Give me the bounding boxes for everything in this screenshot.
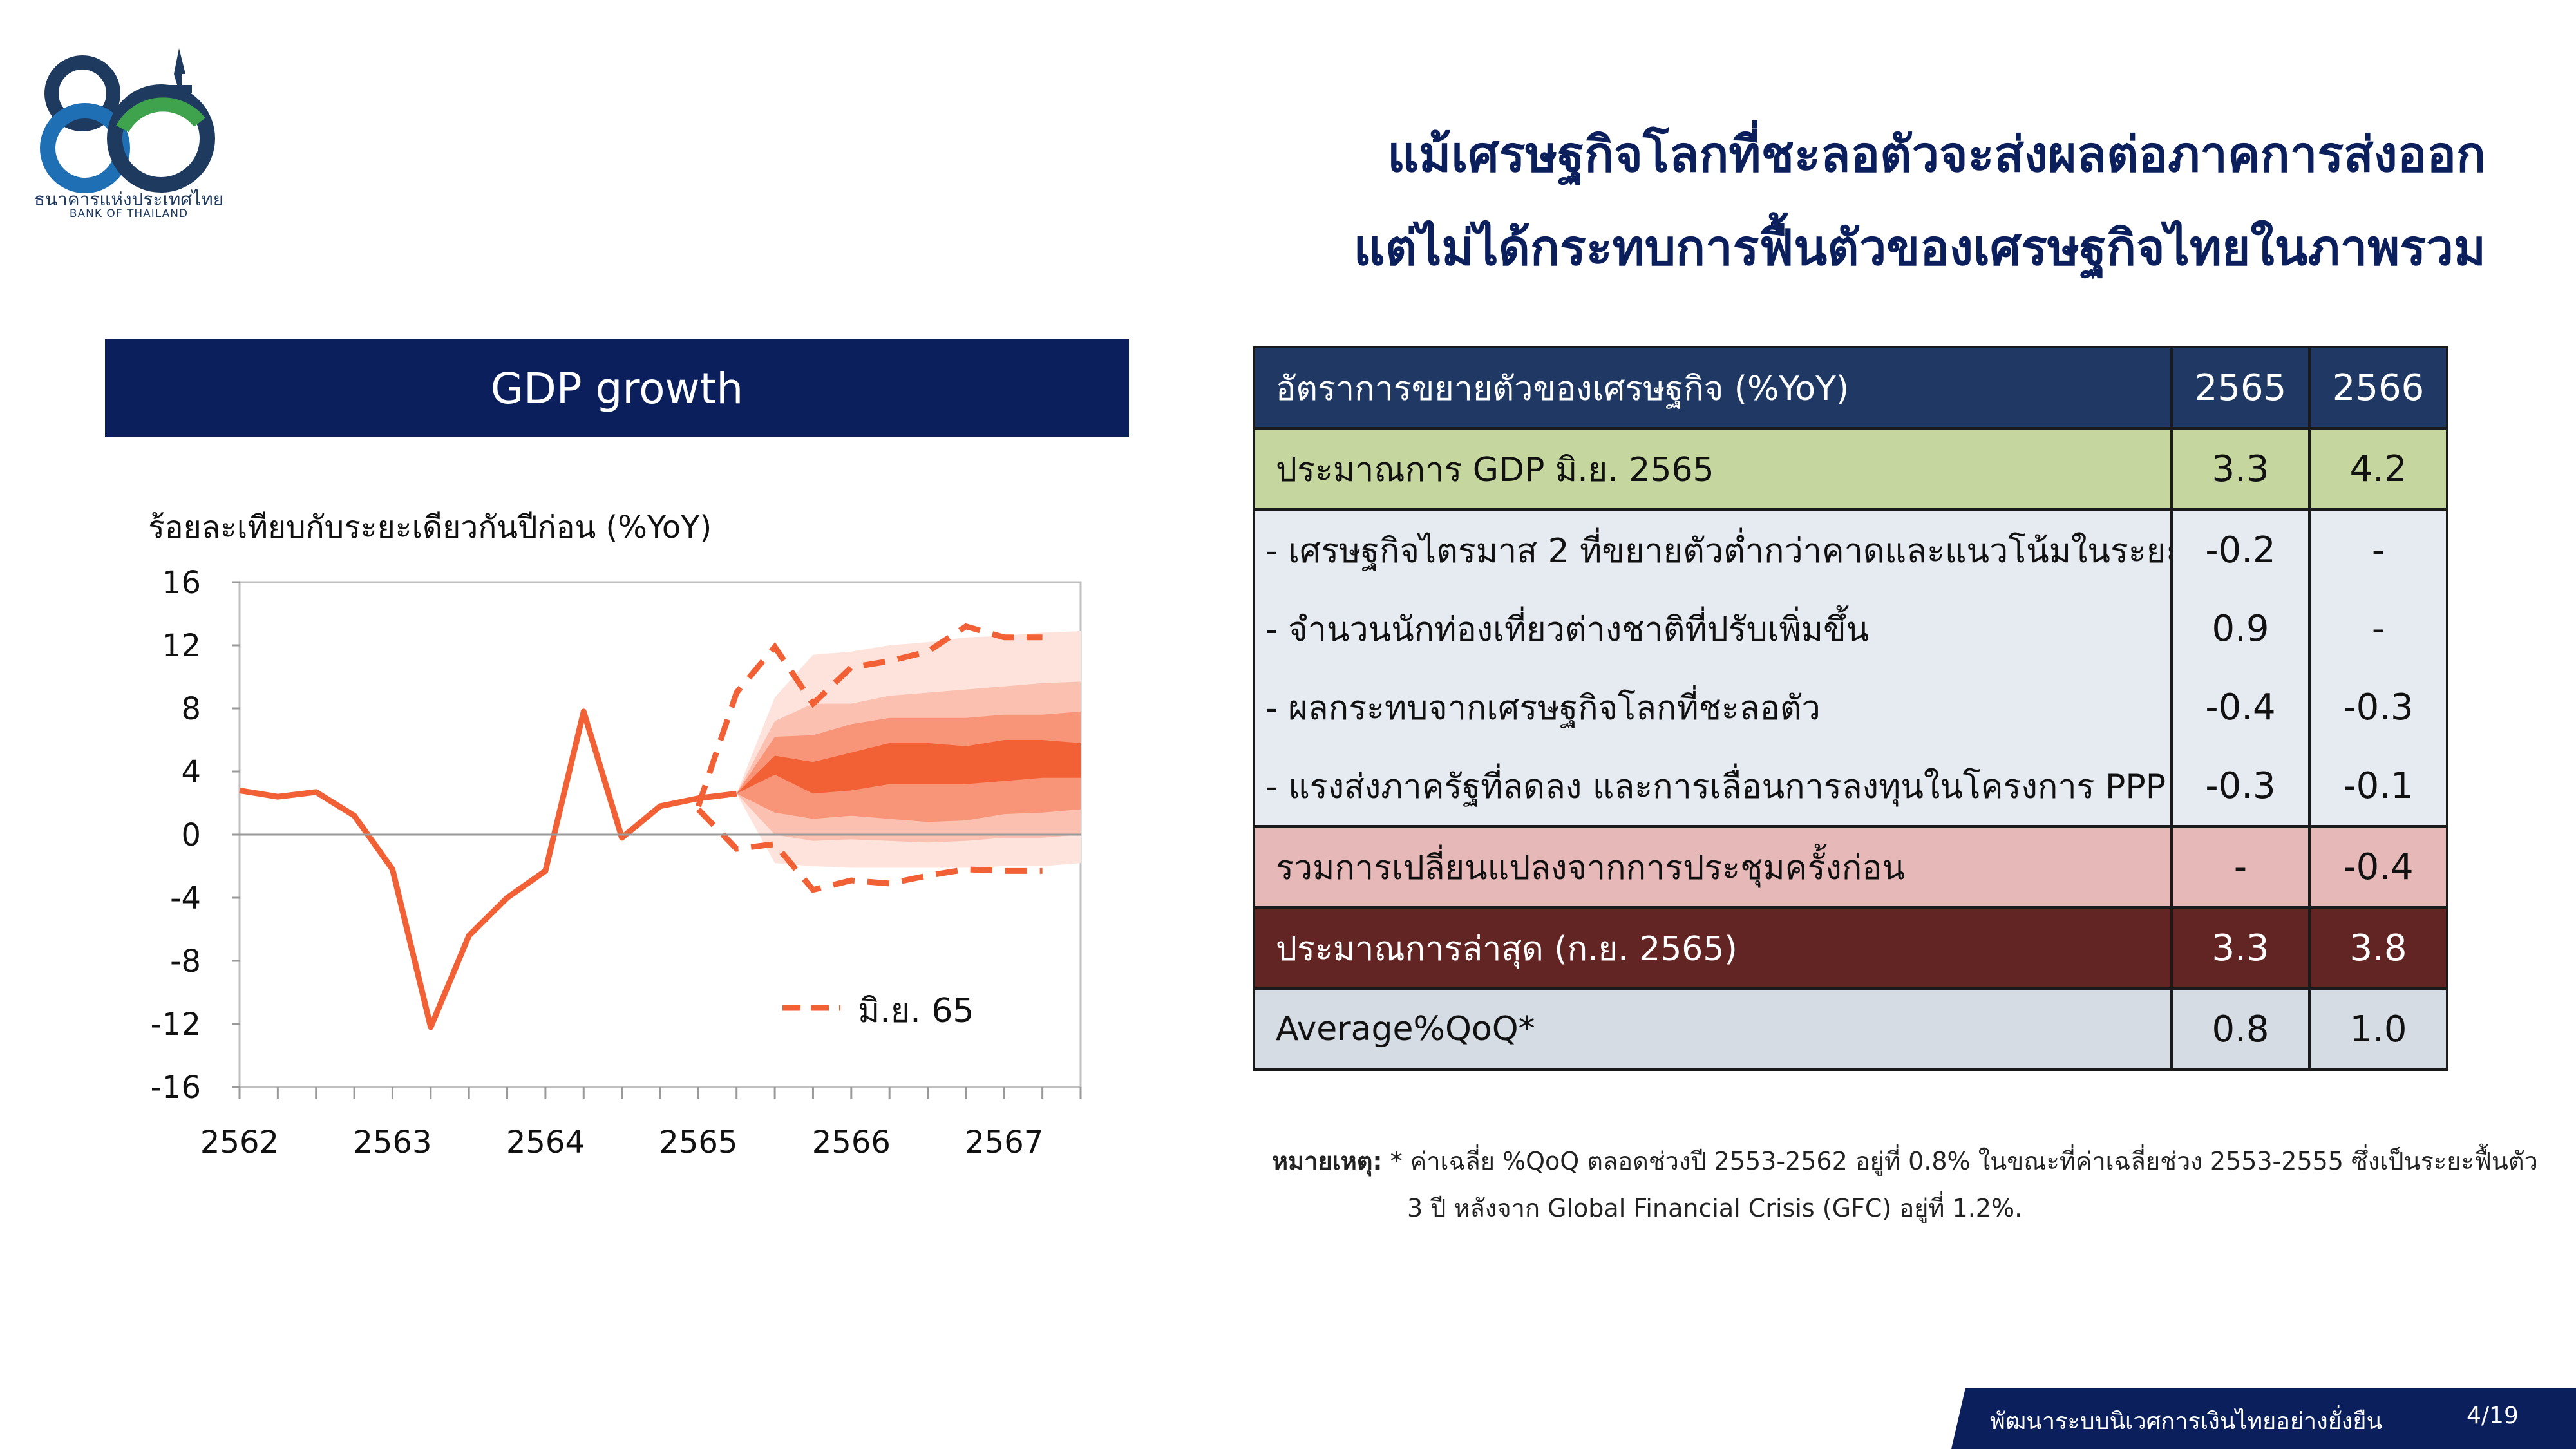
row-value-2565: 0.9 — [2170, 589, 2311, 668]
row-label: รวมการเปลี่ยนแปลงจากการประชุมครั้งก่อน — [1253, 825, 2173, 909]
table-header-year-2565: 2565 — [2170, 346, 2311, 430]
row-label: ประมาณการ GDP มิ.ย. 2565 — [1253, 427, 2173, 511]
table-row: - แรงส่งภาครัฐที่ลดลง และการเลื่อนการลงท… — [1253, 746, 2448, 826]
row-label: - จำนวนนักท่องเที่ยวต่างชาติที่ปรับเพิ่ม… — [1253, 589, 2173, 668]
fan-band-4 — [736, 740, 1081, 794]
x-tick-label: 2564 — [506, 1124, 585, 1160]
footer-slogan: พัฒนาระบบนิเวศการเงินไทยอย่างยั่งยืน — [1990, 1408, 2383, 1435]
footnote-text-1: * ค่าเฉลี่ย %QoQ ตลอดช่วงปี 2553-2562 อย… — [1382, 1147, 2538, 1175]
legend-label: มิ.ย. 65 — [858, 992, 974, 1030]
table-header-label: อัตราการขยายตัวของเศรษฐกิจ (%YoY) — [1253, 346, 2173, 430]
y-tick-label: 12 — [162, 628, 201, 664]
table-row: - เศรษฐกิจไตรมาส 2 ที่ขยายตัวต่ำกว่าคาดแ… — [1253, 509, 2448, 589]
row-value-2565: 3.3 — [2170, 427, 2311, 511]
logo-name-en: BANK OF THAILAND — [69, 207, 189, 220]
y-tick-label: 0 — [181, 817, 201, 853]
y-tick-label: -4 — [170, 880, 201, 916]
gdp-growth-chart: ร้อยละเทียบกับระยะเดียวกันปีก่อน (%YoY) … — [148, 509, 1082, 1160]
x-tick-label: 2566 — [812, 1124, 891, 1160]
y-tick-label: 16 — [162, 565, 201, 601]
series-line-jun65-upper — [696, 623, 1043, 808]
table-row: - จำนวนนักท่องเที่ยวต่างชาติที่ปรับเพิ่ม… — [1253, 589, 2448, 668]
row-label: - เศรษฐกิจไตรมาส 2 ที่ขยายตัวต่ำกว่าคาดแ… — [1253, 509, 2173, 589]
footer-bar — [1951, 1388, 2576, 1449]
series-line-actual — [239, 708, 737, 1030]
row-value-2565: 0.8 — [2170, 987, 2311, 1071]
y-tick-label: 4 — [181, 754, 201, 790]
headline-line-1: แม้เศรษฐกิจโลกที่ชะลอตัวจะส่งผลต่อภาคการ… — [1387, 126, 2486, 183]
chart-panel-header: GDP growth — [105, 339, 1129, 437]
footnote-line-1: หมายเหตุ: * ค่าเฉลี่ย %QoQ ตลอดช่วงปี 25… — [1272, 1141, 2538, 1180]
row-label: ประมาณการล่าสุด (ก.ย. 2565) — [1253, 906, 2173, 990]
series-line-jun65-lower — [696, 807, 1043, 893]
row-value-2565: -0.3 — [2170, 746, 2311, 826]
row-label: - ผลกระทบจากเศรษฐกิจโลกที่ชะลอตัว — [1253, 668, 2173, 746]
headline-line-2: แต่ไม่ได้กระทบการฟื้นตัวของเศรษฐกิจไทยใน… — [1353, 219, 2486, 276]
bot-80th-anniversary-logo — [40, 48, 215, 193]
row-value-2565: 3.3 — [2170, 906, 2311, 990]
chart-y-axis-label: ร้อยละเทียบกับระยะเดียวกันปีก่อน (%YoY) — [148, 509, 712, 545]
table-header-row: อัตราการขยายตัวของเศรษฐกิจ (%YoY) 2565 2… — [1253, 346, 2448, 430]
y-tick-label: 8 — [181, 691, 201, 727]
y-tick-label: -16 — [151, 1070, 201, 1106]
x-tick-label: 2565 — [659, 1124, 737, 1160]
page-number: 4/19 — [2467, 1403, 2519, 1429]
x-tick-label: 2562 — [200, 1124, 279, 1160]
table-header-year-2566: 2566 — [2308, 346, 2448, 430]
row-value-2566: 3.8 — [2308, 906, 2448, 990]
row-value-2566: - — [2308, 589, 2448, 668]
table-row: รวมการเปลี่ยนแปลงจากการประชุมครั้งก่อน -… — [1253, 825, 2448, 909]
logo-name-th: ธนาคารแห่งประเทศไทย — [33, 189, 224, 210]
table-row: - ผลกระทบจากเศรษฐกิจโลกที่ชะลอตัว -0.4 -… — [1253, 668, 2448, 746]
row-label: Average%QoQ* — [1253, 987, 2173, 1071]
footnote-label: หมายเหตุ: — [1272, 1147, 1383, 1175]
row-label: - แรงส่งภาครัฐที่ลดลง และการเลื่อนการลงท… — [1253, 746, 2173, 826]
table-row: ประมาณการ GDP มิ.ย. 2565 3.3 4.2 — [1253, 427, 2448, 511]
row-value-2566: 4.2 — [2308, 427, 2448, 511]
y-tick-label: -12 — [151, 1007, 201, 1043]
table-row: ประมาณการล่าสุด (ก.ย. 2565) 3.3 3.8 — [1253, 906, 2448, 990]
row-value-2566: -0.3 — [2308, 668, 2448, 746]
row-value-2566: - — [2308, 509, 2448, 589]
row-value-2566: -0.1 — [2308, 746, 2448, 826]
y-tick-label: -8 — [170, 943, 201, 980]
x-tick-label: 2567 — [965, 1124, 1043, 1160]
row-value-2566: -0.4 — [2308, 825, 2448, 909]
footnote-line-2: 3 ปี หลังจาก Global Financial Crisis (GF… — [1407, 1194, 2023, 1222]
row-value-2566: 1.0 — [2308, 987, 2448, 1071]
row-value-2565: -0.4 — [2170, 668, 2311, 746]
row-value-2565: -0.2 — [2170, 509, 2311, 589]
gdp-forecast-table: อัตราการขยายตัวของเศรษฐกิจ (%YoY) 2565 2… — [1253, 346, 2448, 1071]
x-tick-label: 2563 — [353, 1124, 431, 1160]
row-value-2565: - — [2170, 825, 2311, 909]
table-row: Average%QoQ* 0.8 1.0 — [1253, 987, 2448, 1071]
